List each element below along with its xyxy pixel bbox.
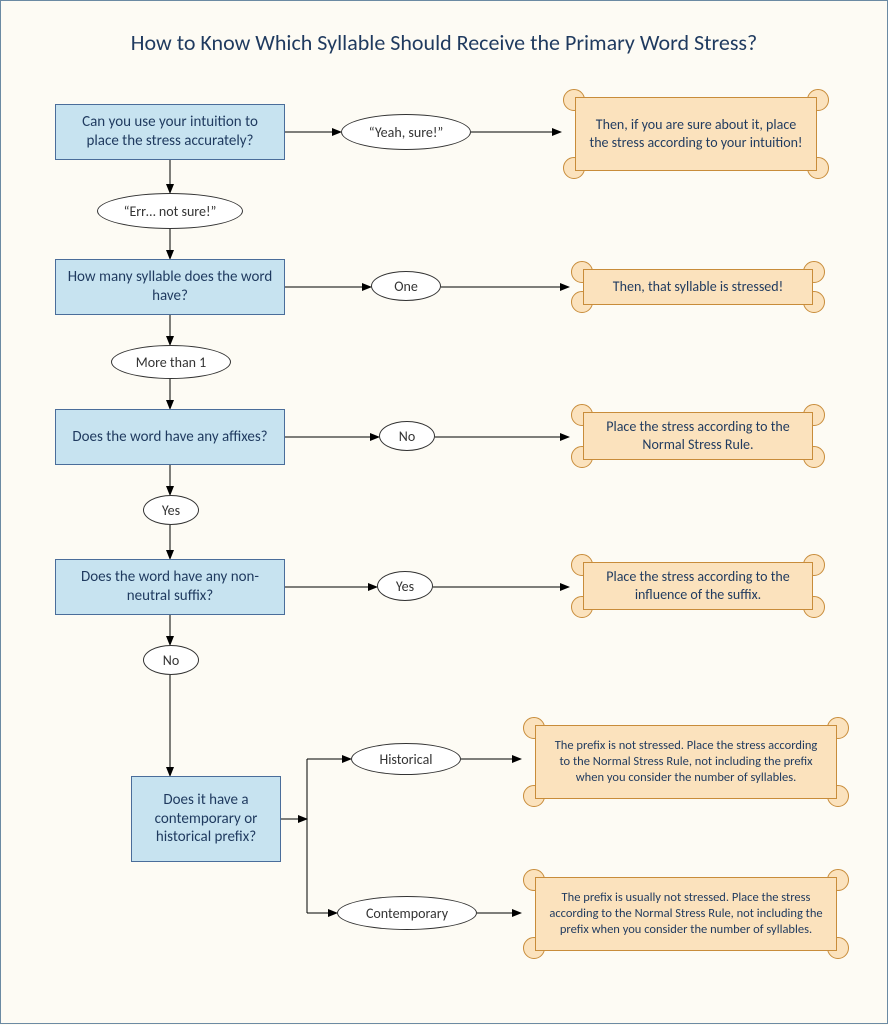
answer-one: One (371, 271, 441, 301)
answer-no-suffix: No (143, 645, 199, 675)
question-nonneutral-suffix: Does the word have any non-neutral suffi… (55, 559, 285, 615)
answer-no-affixes: No (379, 421, 435, 451)
answer-yeah-sure: “Yeah, sure!” (341, 114, 471, 150)
result-intuition: Then, if you are sure about it, place th… (561, 91, 831, 177)
result-suffix-influence: Place the stress according to the influe… (569, 556, 827, 616)
answer-yes-suffix: Yes (377, 571, 433, 601)
result-historical-prefix: The prefix is not stressed. Place the st… (521, 719, 851, 805)
flowchart-canvas: How to Know Which Syllable Should Receiv… (0, 0, 888, 1024)
result-contemporary-prefix: The prefix is usually not stressed. Plac… (521, 871, 851, 957)
question-affixes: Does the word have any affixes? (55, 409, 285, 465)
answer-historical: Historical (351, 743, 461, 775)
chart-title: How to Know Which Syllable Should Receiv… (1, 29, 887, 56)
answer-not-sure: “Err… not sure!” (97, 193, 243, 229)
answer-yes-affixes: Yes (143, 495, 199, 525)
result-one-syllable: Then, that syllable is stressed! (569, 263, 827, 311)
question-prefix-type: Does it have a contemporary or historica… (131, 776, 281, 862)
question-intuition: Can you use your intuition to place the … (55, 104, 285, 160)
answer-more-than-one: More than 1 (111, 345, 231, 379)
answer-contemporary: Contemporary (337, 896, 477, 930)
question-syllable-count: How many syllable does the word have? (55, 259, 285, 315)
result-normal-rule: Place the stress according to the Normal… (569, 406, 827, 466)
